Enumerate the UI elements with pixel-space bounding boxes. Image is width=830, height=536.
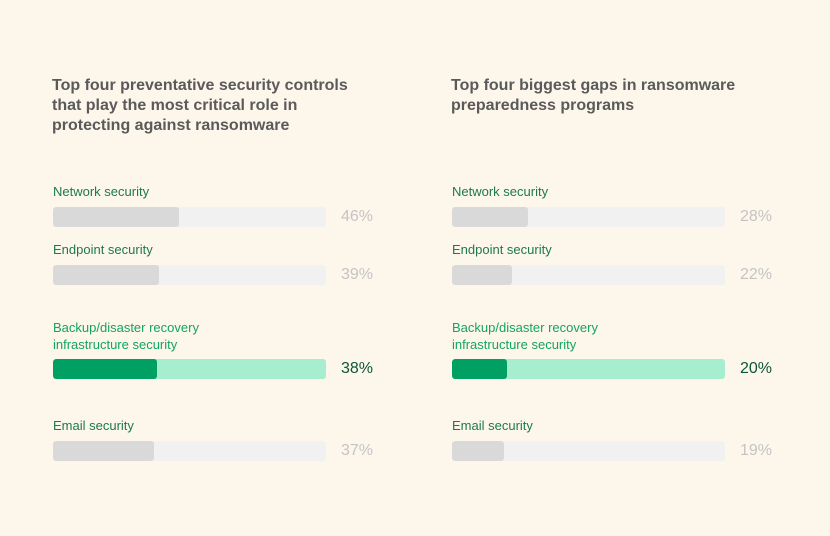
bar: [452, 265, 513, 285]
bar-value-label: 46%: [341, 208, 374, 225]
bar: [452, 359, 507, 379]
bar-track: [53, 441, 326, 461]
chart-left: Top four preventative security controls …: [52, 0, 413, 536]
bar-track: [452, 359, 725, 379]
bar-row: Backup/disaster recovery infrastructure …: [452, 319, 792, 379]
bar-row: Endpoint security 39%: [53, 241, 393, 285]
bar-row: Network security 28%: [452, 183, 792, 227]
bar: [452, 207, 529, 227]
bar-track: [452, 265, 725, 285]
bar-row: Email security 37%: [53, 417, 393, 461]
bar: [53, 441, 154, 461]
bar-row: Endpoint security 22%: [452, 241, 792, 285]
bar-value-label: 28%: [740, 208, 773, 225]
bar: [53, 265, 160, 285]
bar-label: Network security: [452, 184, 549, 199]
bar-value-label: 19%: [740, 442, 773, 459]
bar-track: [53, 207, 326, 227]
bar-row: Network security 46%: [53, 183, 393, 227]
bar-track: [452, 207, 725, 227]
bar-row: Email security 19%: [452, 417, 792, 461]
chart-title: Top four preventative security controls …: [52, 77, 348, 134]
bar-value-label: 20%: [740, 360, 773, 377]
bar-value-label: 39%: [341, 266, 374, 283]
bar-label: Backup/disaster recovery infrastructure …: [53, 320, 199, 352]
bar-track: [53, 359, 326, 379]
bar-label: Email security: [53, 418, 134, 433]
bar: [452, 441, 504, 461]
bar-label: Endpoint security: [452, 242, 552, 257]
bar-label: Endpoint security: [53, 242, 153, 257]
chart-title: Top four biggest gaps in ransomware prep…: [451, 77, 736, 114]
chart-right: Top four biggest gaps in ransomware prep…: [451, 0, 812, 536]
bar-label: Network security: [53, 184, 150, 199]
bar-value-label: 38%: [341, 360, 374, 377]
bar-track: [452, 441, 725, 461]
bar: [53, 359, 157, 379]
bar: [53, 207, 179, 227]
bar-row: Backup/disaster recovery infrastructure …: [53, 319, 393, 379]
bar-value-label: 37%: [341, 442, 374, 459]
bar-track: [53, 265, 326, 285]
bar-label: Backup/disaster recovery infrastructure …: [452, 320, 598, 352]
bar-label: Email security: [452, 418, 533, 433]
bar-value-label: 22%: [740, 266, 773, 283]
